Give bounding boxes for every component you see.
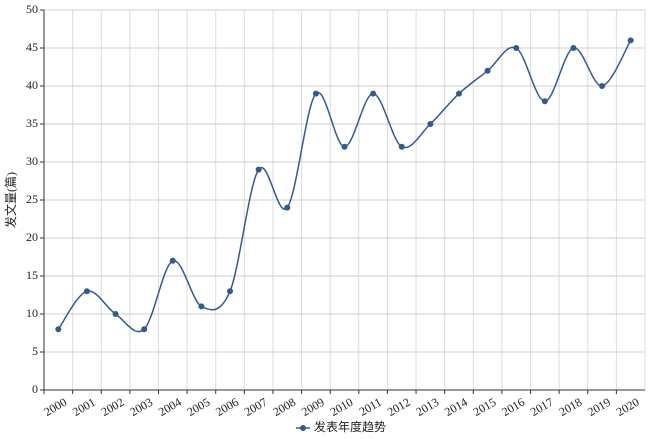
y-tick-label: 45 [26, 40, 38, 54]
x-tick-label: 2001 [70, 395, 98, 419]
x-tick-label: 2010 [328, 395, 356, 419]
point [398, 143, 405, 150]
point [455, 90, 462, 97]
y-tick-label: 25 [26, 192, 38, 206]
point [284, 204, 291, 211]
y-tick-label: 10 [26, 306, 38, 320]
y-tick-label: 5 [32, 344, 38, 358]
y-tick-label: 30 [26, 154, 38, 168]
point [227, 288, 234, 295]
y-axis-label: 发文量(篇) [3, 172, 18, 228]
x-tick-label: 2003 [127, 395, 155, 419]
y-tick-label: 40 [26, 78, 38, 92]
point [341, 143, 348, 150]
x-tick-label: 2012 [385, 395, 413, 419]
line [57, 40, 632, 333]
x-tick-label: 2019 [585, 395, 613, 419]
point [141, 326, 148, 333]
point [599, 83, 606, 89]
x-tick-label: 2011 [357, 395, 384, 419]
point [169, 257, 176, 264]
x-tick-label: 2014 [442, 395, 470, 419]
y-tick-label: 20 [26, 230, 38, 244]
point [541, 98, 548, 105]
point [427, 121, 434, 127]
point [55, 326, 62, 333]
point [83, 288, 90, 295]
point [370, 90, 377, 97]
x-tick-label: 2004 [156, 395, 184, 419]
legend-label: 发表年度趋势 [314, 419, 386, 434]
x-tick-label: 2007 [242, 395, 270, 419]
x-tick-label: 2006 [213, 395, 241, 419]
x-tick-label: 2008 [270, 395, 298, 419]
x-tick-label: 2005 [184, 395, 212, 419]
legend-marker [300, 425, 306, 431]
point [312, 90, 319, 97]
y-tick-label: 15 [26, 268, 38, 282]
point [627, 37, 634, 44]
point [484, 67, 491, 74]
y-tick-label: 50 [26, 2, 38, 16]
point [513, 45, 520, 51]
y-tick-label: 35 [26, 116, 38, 130]
point [255, 166, 262, 173]
x-tick-label: 2017 [528, 395, 556, 419]
x-tick-label: 2018 [557, 395, 585, 419]
point [112, 311, 119, 317]
y-tick-label: 0 [32, 382, 38, 396]
x-tick-label: 2016 [499, 395, 527, 419]
point [570, 45, 577, 51]
legend-item: 发表年度趋势 [296, 419, 386, 434]
x-tick-label: 2000 [41, 395, 69, 419]
x-tick-label: 2015 [471, 395, 499, 419]
point [198, 303, 205, 310]
x-tick-label: 2009 [299, 395, 327, 419]
x-tick-label: 2020 [614, 395, 642, 419]
x-tick-label: 2013 [413, 395, 441, 419]
x-tick-label: 2002 [99, 395, 127, 419]
